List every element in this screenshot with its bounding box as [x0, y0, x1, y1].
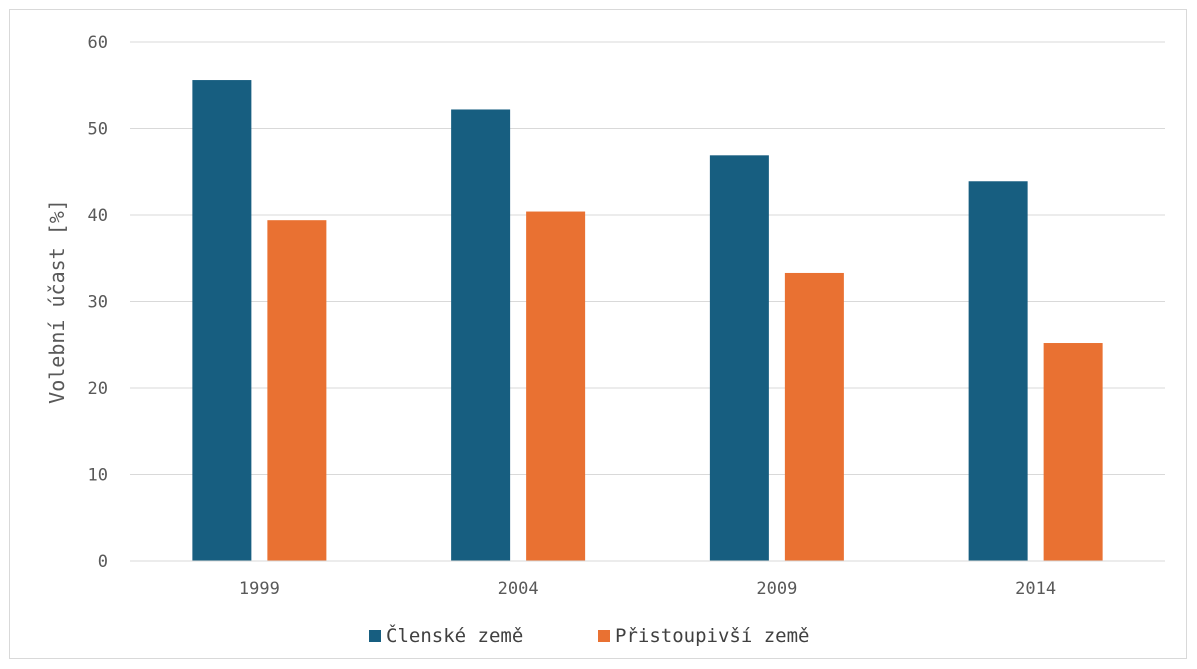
y-axis-title: Volební účast [%]: [45, 199, 69, 404]
bar-member-states-1999: [192, 80, 252, 561]
x-tick-label: 2004: [498, 579, 539, 599]
legend-label: Členské země: [386, 623, 523, 647]
x-tick-label: 2014: [1015, 579, 1056, 599]
bar-accession-states-2014: [1043, 343, 1103, 561]
y-tick-label: 10: [88, 466, 108, 486]
y-tick-label: 40: [88, 206, 108, 226]
bar-member-states-2014: [968, 181, 1028, 561]
x-tick-label: 2009: [756, 579, 797, 599]
y-tick-label: 30: [88, 293, 108, 313]
bar-accession-states-2004: [526, 211, 586, 562]
x-axis-ticks: 1999 2004 2009 2014: [239, 579, 1056, 599]
legend: Členské země Přistoupivší země: [369, 623, 809, 647]
x-tick-label: 1999: [239, 579, 280, 599]
legend-swatch: [369, 630, 381, 642]
y-axis-ticks: 0 10 20 30 40 50 60: [88, 33, 108, 572]
legend-label: Přistoupivší země: [615, 625, 809, 647]
bar-accession-states-1999: [267, 220, 327, 561]
y-tick-label: 20: [88, 379, 108, 399]
y-tick-label: 50: [88, 120, 108, 140]
bar-member-states-2004: [451, 109, 511, 561]
bar-accession-states-2009: [784, 272, 844, 561]
bars: [192, 80, 1103, 562]
legend-swatch: [598, 630, 610, 642]
y-tick-label: 60: [88, 33, 108, 53]
y-tick-label: 0: [98, 552, 108, 572]
bar-member-states-2009: [709, 155, 769, 561]
